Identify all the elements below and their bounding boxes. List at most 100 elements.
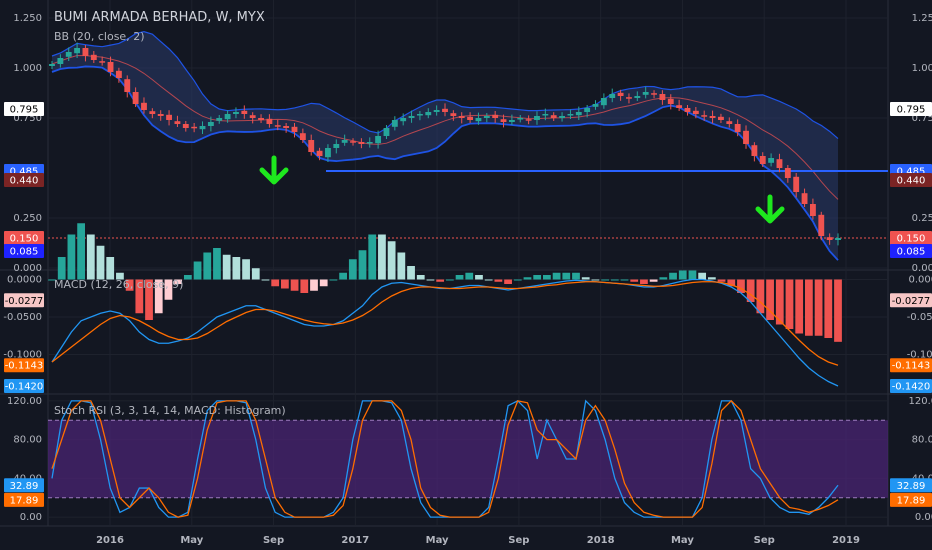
macd-histogram-bar <box>562 272 571 280</box>
candle <box>492 114 499 118</box>
stoch-rsi-label[interactable]: Stoch RSI (3, 3, 14, 14, MACD: Histogram… <box>54 404 286 417</box>
macd-histogram-bar <box>368 234 377 280</box>
macd-histogram-bar <box>125 279 134 291</box>
price-badge-label: 32.89 <box>897 481 926 492</box>
candle <box>115 70 122 78</box>
macd-pane[interactable] <box>48 223 842 387</box>
price-badge <box>4 173 44 187</box>
macd-histogram-bar <box>426 279 435 281</box>
y-tick-label: 0.000 <box>13 263 42 274</box>
candle <box>667 98 674 104</box>
macd-histogram-bar <box>261 279 270 281</box>
candle <box>149 111 156 114</box>
y-tick-label: 80.00 <box>13 435 42 446</box>
candle <box>642 92 649 95</box>
macd-histogram-bar <box>814 279 823 336</box>
macd-histogram-bar <box>543 275 551 280</box>
macd-histogram-bar <box>775 279 784 325</box>
y-tick-label: -0.0500 <box>3 312 42 323</box>
stoch-rsi-pane[interactable] <box>48 399 888 518</box>
price-badge <box>890 358 932 373</box>
price-badge <box>890 173 932 187</box>
candle <box>174 121 181 124</box>
candle <box>759 156 766 164</box>
candle <box>341 140 348 143</box>
price-badge <box>4 478 44 493</box>
price-badge-label: -0.1143 <box>892 361 931 372</box>
macd-histogram-bar <box>688 270 697 280</box>
candle <box>483 116 490 118</box>
macd-histogram-bar <box>387 241 396 280</box>
price-badge <box>4 231 44 245</box>
candle <box>743 130 749 144</box>
y-tick-label: 80.00 <box>912 435 932 446</box>
candle <box>500 119 507 122</box>
y-tick-label: 0.250 <box>912 213 932 224</box>
macd-histogram-bar <box>203 252 212 280</box>
x-tick-label: Sep <box>263 535 284 546</box>
candle <box>826 237 833 240</box>
candle <box>358 142 365 144</box>
bollinger-bands-label[interactable]: BB (20, close, 2) <box>54 30 145 43</box>
candle <box>90 54 97 60</box>
candle <box>383 128 390 136</box>
macd-histogram-bar <box>183 275 192 280</box>
candle <box>266 118 273 124</box>
candle <box>726 121 733 124</box>
candle <box>99 61 106 63</box>
macd-label[interactable]: MACD (12, 26, close, 9) <box>54 278 184 291</box>
candle <box>157 114 164 116</box>
macd-histogram-bar <box>669 272 677 280</box>
macd-histogram-bar <box>407 266 415 280</box>
price-badge-label: 0.795 <box>897 105 926 116</box>
x-tick-label: 2018 <box>587 535 615 546</box>
macd-histogram-bar <box>756 279 765 314</box>
price-badge <box>4 102 44 116</box>
candle <box>592 104 599 107</box>
candle <box>768 158 775 163</box>
macd-histogram-bar <box>484 279 493 281</box>
macd-histogram-bar <box>48 279 56 281</box>
macd-histogram-bar <box>77 223 85 280</box>
price-badge-label: 0.150 <box>10 234 39 245</box>
y-tick-label: 120.00 <box>7 396 42 407</box>
candle <box>416 114 423 116</box>
y-tick-label: 1.250 <box>13 13 42 24</box>
macd-histogram-bar <box>737 279 745 293</box>
macd-histogram-bar <box>766 279 774 320</box>
macd-histogram-bar <box>659 277 668 280</box>
price-badge <box>4 492 44 507</box>
candle <box>316 150 323 156</box>
macd-histogram-bar <box>436 279 445 282</box>
macd-histogram-bar <box>523 277 532 280</box>
macd-histogram-bar <box>397 252 406 280</box>
candle <box>224 114 231 120</box>
candle <box>709 116 716 118</box>
candle <box>325 148 331 158</box>
macd-histogram-bar <box>678 270 687 280</box>
price-badge-label: 0.485 <box>897 167 926 178</box>
y-tick-label: -0.1000 <box>3 350 42 361</box>
price-badge-label: 0.795 <box>10 105 39 116</box>
macd-histogram-bar <box>504 279 512 284</box>
macd-histogram-bar <box>416 275 425 280</box>
candle <box>366 142 373 144</box>
macd-histogram-bar <box>640 279 648 284</box>
candle <box>166 114 172 120</box>
macd-histogram-bar <box>378 234 386 280</box>
candle <box>626 97 632 99</box>
price-pane[interactable] <box>48 31 888 261</box>
candle <box>659 94 666 100</box>
down-arrow-icon <box>755 206 785 224</box>
candle <box>559 116 565 118</box>
candle <box>199 126 206 130</box>
price-badge-label: 17.89 <box>10 495 39 506</box>
candle <box>584 108 591 112</box>
candle <box>132 92 139 104</box>
bollinger-upper <box>51 31 839 140</box>
candle <box>600 98 607 106</box>
price-badge <box>4 244 44 258</box>
candle <box>350 141 356 143</box>
macd-histogram-bar <box>135 279 144 314</box>
